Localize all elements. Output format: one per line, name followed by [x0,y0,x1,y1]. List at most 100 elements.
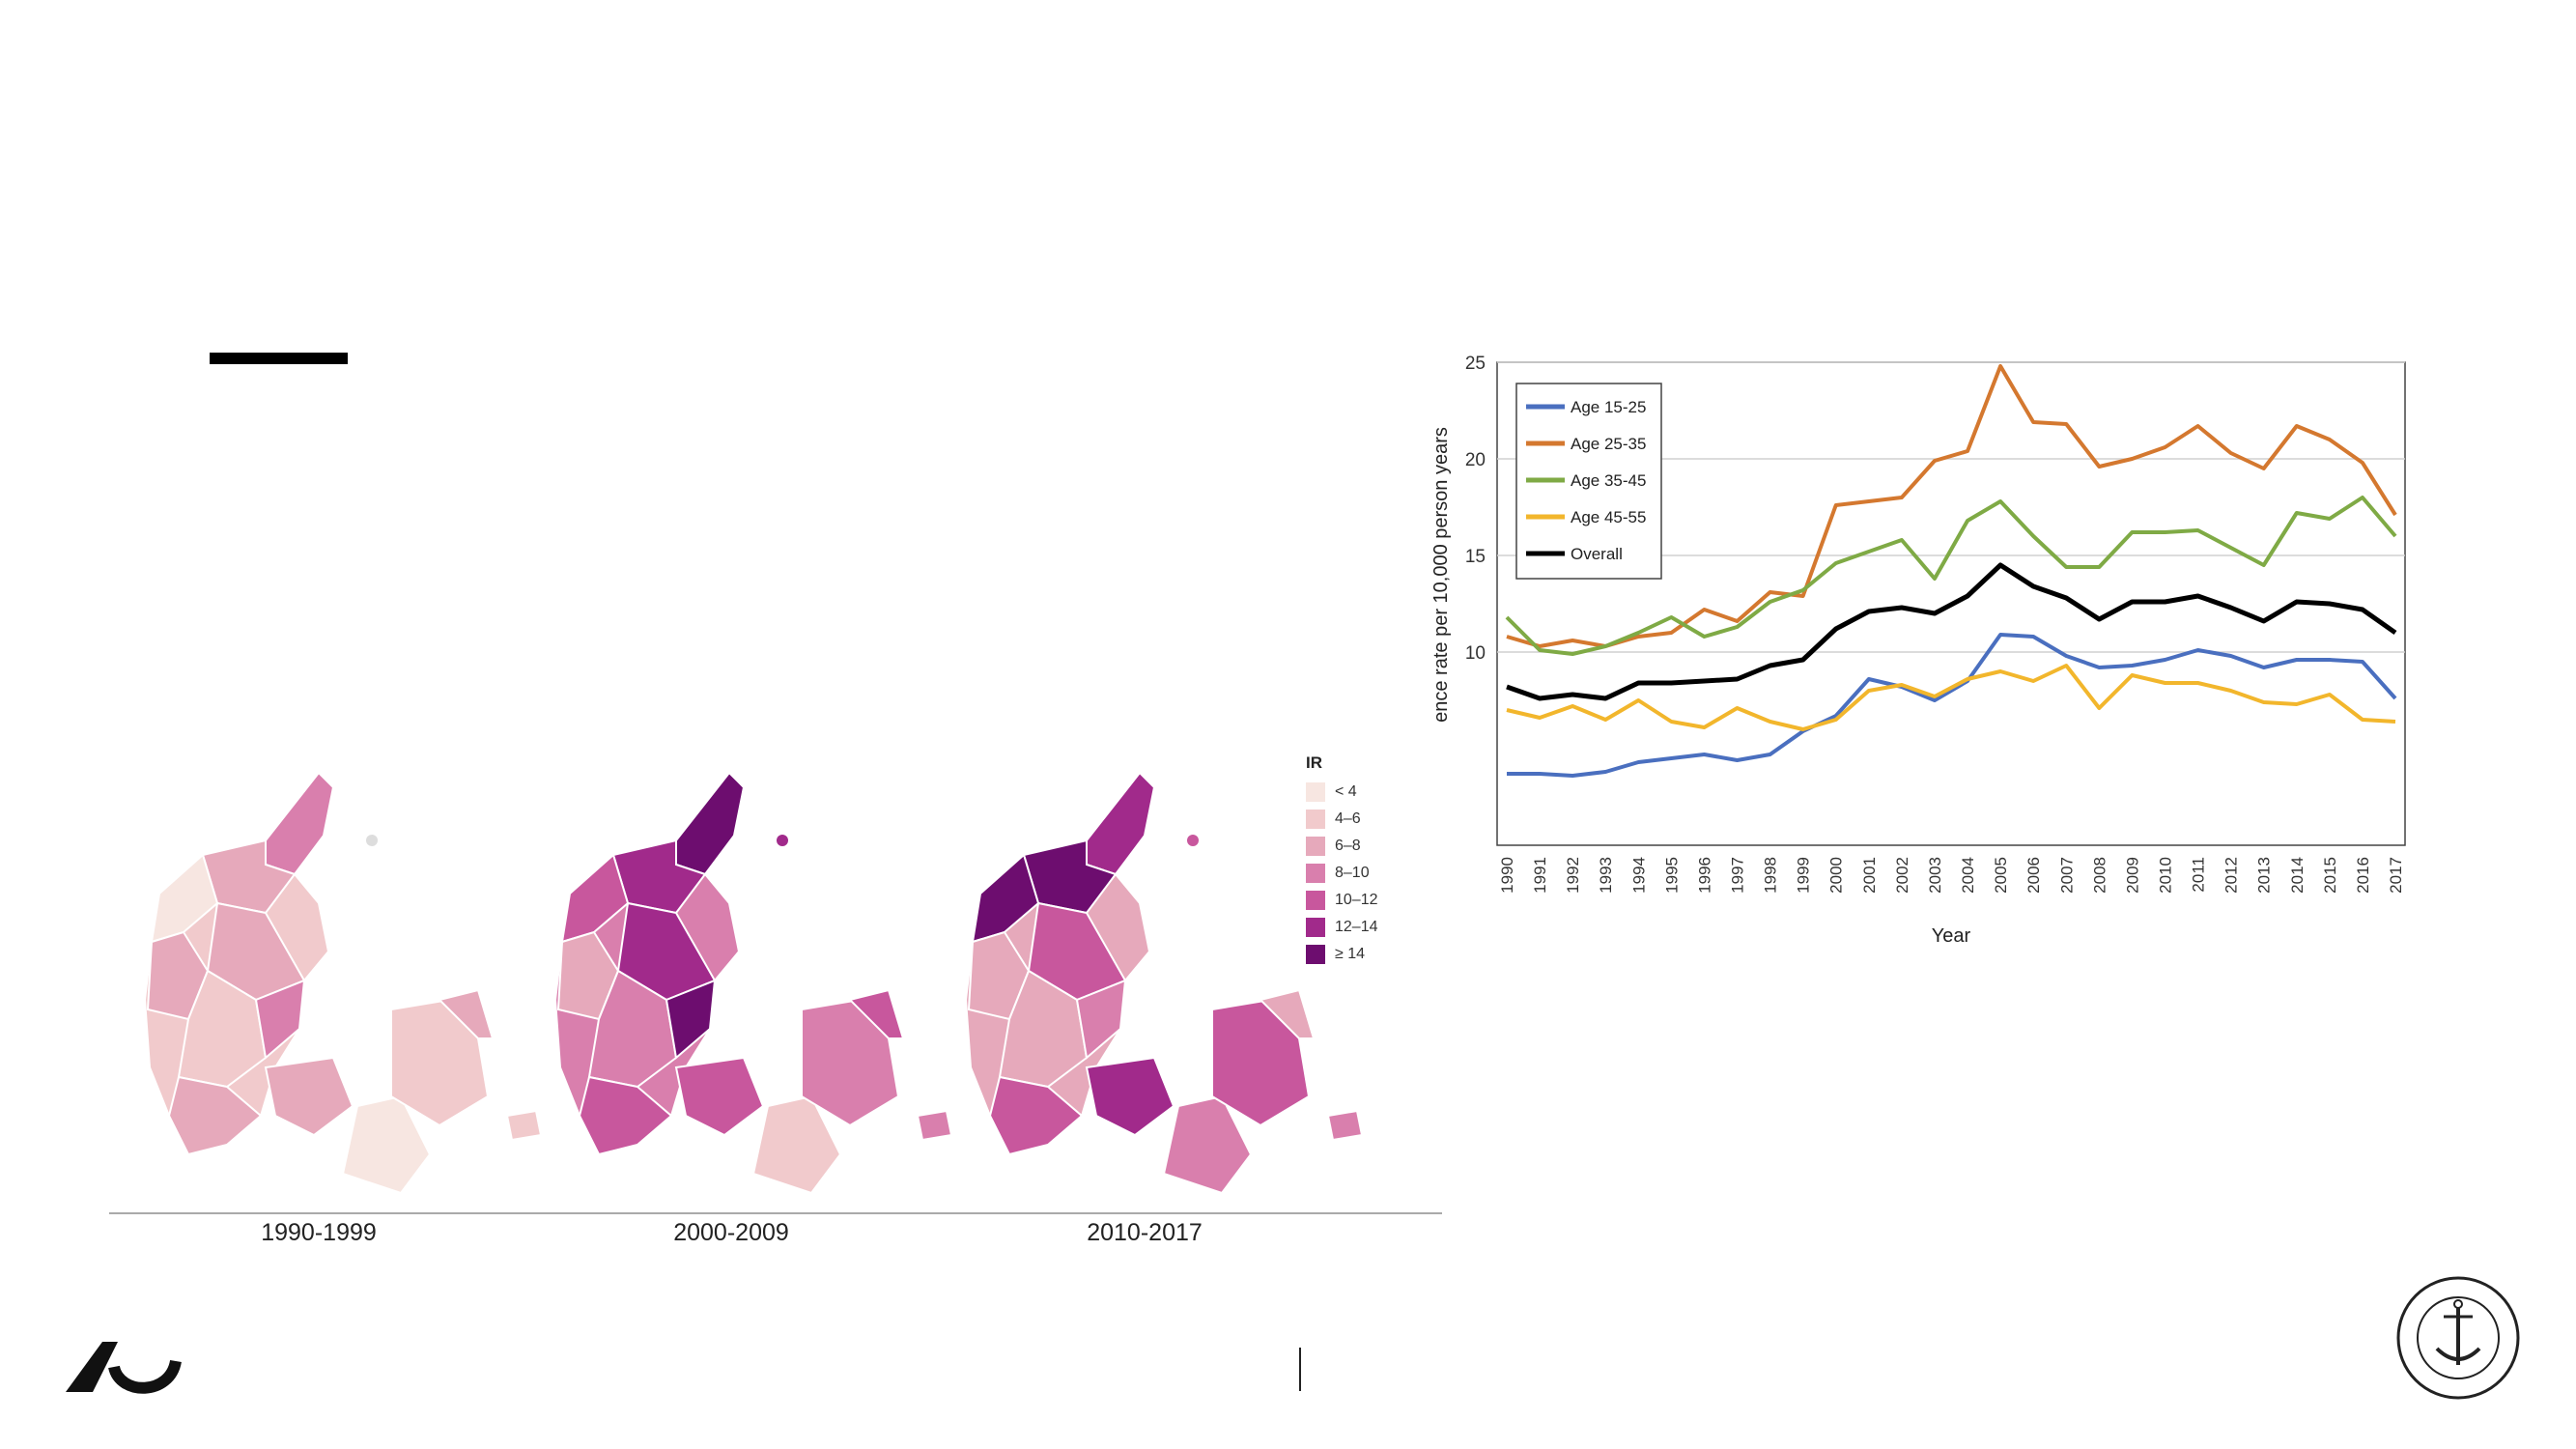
map-region [150,853,219,944]
x-tick-label: 2014 [2288,857,2307,894]
map-legend-label: 6–8 [1335,838,1361,854]
map-region [1326,1109,1364,1142]
map-region [675,771,746,876]
map-island [777,835,788,846]
x-tick-label: 1993 [1597,857,1615,894]
series-line-age-25-35 [1506,364,2397,648]
map-region [988,1075,1084,1156]
y-tick-label: 25 [1465,354,1486,374]
map-legend-swatch [1306,810,1325,829]
map-region [848,988,905,1039]
map-legend-swatch [1306,918,1325,937]
chart-legend-label: Overall [1571,545,1623,563]
x-tick-label: 2011 [2190,857,2208,893]
x-tick-label: 2009 [2123,857,2141,894]
map-legend-title: IR [1306,753,1322,772]
y-tick-label: 10 [1465,643,1486,664]
map-legend-item: 12–14 [1306,914,1412,941]
x-tick-label: 1995 [1662,857,1681,894]
x-tick-label: 1990 [1498,857,1516,894]
x-tick-label: 2015 [2321,857,2339,894]
map-legend-swatch [1306,837,1325,856]
map-region [438,988,495,1039]
map-caption-1: 1990-1999 [261,1219,377,1246]
x-tick-label: 2001 [1860,857,1879,894]
map-legend-swatch [1306,891,1325,910]
chart-legend-label: Age 35-45 [1571,471,1646,490]
map-legend-item: 10–12 [1306,887,1412,914]
y-tick-label: 15 [1465,547,1486,567]
map-region [254,979,306,1060]
x-tick-label: 1999 [1795,857,1813,894]
denmark-maps [143,771,1364,1195]
x-tick-label: 2005 [1992,857,2010,894]
x-tick-label: 2012 [2222,857,2241,894]
map-legend: IR < 4 4–6 6–8 8–10 10–12 12–14 ≥ 14 [1306,753,1412,968]
series-line-overall [1506,562,2397,701]
map-region [916,1109,953,1142]
x-tick-label: 2004 [1959,857,1977,894]
map-region [578,1075,673,1156]
map-island [1187,835,1199,846]
map-legend-label: 4–6 [1335,810,1361,827]
map-legend-swatch [1306,945,1325,964]
x-tick-label: 2008 [2090,857,2109,894]
map-legend-swatch [1306,782,1325,802]
map-legend-item: < 4 [1306,779,1412,806]
x-tick-label: 1992 [1564,857,1582,894]
x-axis-title: Year [1932,925,1971,947]
map-region [265,771,335,876]
x-tick-label: 1996 [1695,857,1713,894]
y-tick-label: 20 [1465,450,1486,470]
map-region [560,853,630,944]
series-line-age-35-45 [1505,496,2397,656]
university-seal-icon [2396,1276,2520,1400]
footer-divider [1299,1348,1301,1391]
incidence-chart: 10 15 20 25 1990 1991 1992 1993 1994 1995 1996 1997… [1420,348,2453,947]
map-region [505,1109,543,1142]
map-legend-swatch [1306,864,1325,883]
x-tick-label: 2016 [2354,857,2372,894]
map-legend-item: 8–10 [1306,860,1412,887]
map-region [1086,771,1156,876]
maps-baseline [109,1212,1442,1214]
map-region [1075,979,1127,1060]
x-tick-label: 2013 [2255,857,2274,894]
x-tick-label: 1998 [1762,857,1780,894]
map-region [264,1056,354,1137]
map-caption-3: 2010-2017 [1087,1219,1203,1246]
incidence-line-chart: 10 15 20 25 1990 1991 1992 1993 1994 1995 1996 1997… [1430,354,2406,947]
x-tick-label: 2007 [2057,857,2076,894]
map-caption-2: 2000-2009 [673,1219,789,1246]
map-legend-label: 12–14 [1335,919,1378,935]
map-legend-item: ≥ 14 [1306,941,1412,968]
x-tick-label: 2002 [1893,857,1911,894]
x-tick-label: 2017 [2387,857,2405,894]
map-legend-item: 6–8 [1306,833,1412,860]
map-island [366,835,378,846]
map-1990-1999 [143,771,543,1195]
chart-legend-label: Age 45-55 [1571,508,1646,526]
map-region [665,979,717,1060]
au-logo-icon [66,1342,182,1394]
map-legend-item: 4–6 [1306,806,1412,833]
map-region [971,853,1040,944]
y-axis-title: ence rate per 10,000 person years [1430,427,1452,723]
x-tick-label: 1991 [1531,857,1549,894]
series-line-age-15-25 [1507,633,2397,778]
chart-legend-label: Age 25-35 [1571,435,1646,453]
map-2010-2017 [964,771,1364,1195]
map-region [674,1056,765,1137]
x-tick-label: 2006 [2024,857,2043,894]
x-tick-label: 1997 [1729,857,1747,894]
map-region [167,1075,263,1156]
map-legend-label: 10–12 [1335,892,1378,908]
map-region [1085,1056,1175,1137]
map-legend-label: ≥ 14 [1335,946,1366,962]
series-line-age-45-55 [1506,664,2396,731]
map-2000-2009 [553,771,953,1195]
chart-legend-label: Age 15-25 [1571,398,1646,416]
denmark-maps-panel [111,749,1444,1241]
title-accent-bar [210,353,348,364]
map-legend-label: 8–10 [1335,865,1370,881]
